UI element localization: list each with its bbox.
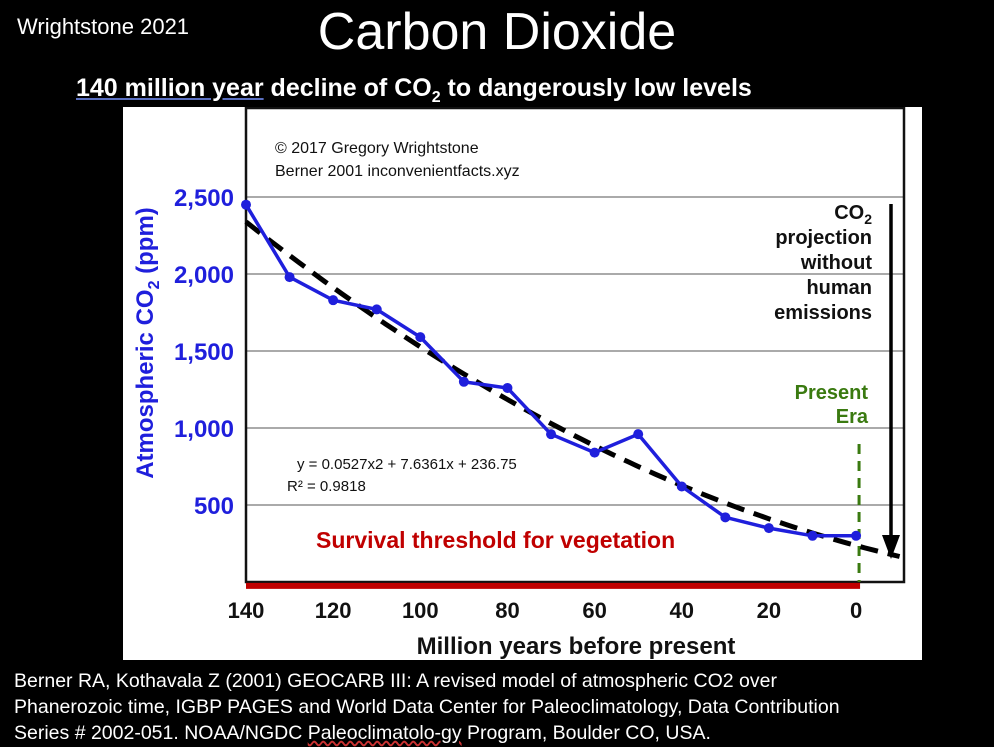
x-tick-label-100: 100 [402, 598, 439, 623]
subtitle-subscript: 2 [431, 89, 441, 106]
x-tick-label-20: 20 [757, 598, 781, 623]
trend-equation: y = 0.0527x2 + 7.6361x + 236.75 [297, 456, 517, 473]
x-tick-label-140: 140 [228, 598, 265, 623]
chart-panel: 500 1,000 1,500 2,000 2,500 140 120 100 80 60 40 2… [123, 106, 922, 660]
data-point-80ma [502, 382, 513, 393]
data-point-10ma [807, 530, 818, 541]
present-era-label-2: Era [836, 406, 869, 428]
co2-chart: 500 1,000 1,500 2,000 2,500 140 120 100 80 60 40 2… [132, 106, 906, 660]
data-point-30ma [720, 512, 731, 523]
page-title-text: Carbon Dioxide [317, 3, 677, 61]
chart-subtitle: 140 million year decline of CO2 to dange… [76, 74, 752, 107]
y-axis-label: Atmospheric CO2 (ppm) [132, 207, 163, 479]
citation-line-1: Berner RA, Kothavala Z (2001) GEOCARB II… [14, 670, 777, 692]
gridlines [246, 196, 904, 506]
threshold-label: Survival threshold for vegetation [316, 527, 675, 553]
y-tick-label-500: 500 [194, 493, 234, 520]
data-point-120ma [328, 295, 339, 306]
data-point-140ma [241, 199, 251, 210]
y-axis-label-units: (ppm) [132, 207, 159, 280]
x-tick-label-0: 0 [850, 598, 862, 623]
citation-misspelled-word: Paleoclimatolo-gy [307, 722, 462, 744]
page-title: Carbon Dioxide [0, 2, 994, 62]
x-axis-label: Million years before present [417, 633, 736, 660]
y-tick-label-2000: 2,000 [174, 262, 234, 289]
projection-arrow-head [882, 535, 900, 559]
citation-line-3-start: Series # 2002-051. NOAA/NGDC [14, 722, 308, 744]
subtitle-underlined: 140 million year [76, 74, 264, 102]
data-point-60ma [589, 447, 600, 458]
data-point-90ma [458, 376, 469, 387]
x-tick-label-40: 40 [670, 598, 694, 623]
data-point-50ma [633, 429, 644, 440]
data-point-130ma [284, 272, 295, 283]
x-tick-label-120: 120 [315, 598, 352, 623]
y-tick-label-1000: 1,000 [174, 416, 234, 443]
co2-data-points [241, 199, 862, 541]
y-tick-label-2500: 2,500 [174, 185, 234, 212]
projection-co2: CO [834, 202, 864, 224]
data-point-20ma [763, 523, 774, 534]
author-tag: Wrightstone 2021 [17, 14, 190, 39]
source-text: Berner 2001 inconvenientfacts.xyz [275, 163, 520, 180]
data-point-100ma [415, 332, 426, 343]
plot-frame [244, 106, 906, 584]
projection-label-1: projection [775, 227, 872, 249]
y-axis-label-subscript: 2 [146, 280, 163, 289]
trendline [244, 219, 901, 559]
citation-line-3-end: Program, Boulder CO, USA. [461, 722, 711, 744]
projection-label-4: emissions [774, 302, 872, 324]
citation-line-2: Phanerozoic time, IGBP PAGES and World D… [14, 696, 840, 718]
citation-line-3: Series # 2002-051. NOAA/NGDC Paleoclimat… [14, 720, 984, 746]
projection-label-3: human [806, 277, 872, 299]
x-tick-label-60: 60 [582, 598, 606, 623]
x-tick-labels: 140 120 100 80 60 40 20 0 [228, 598, 863, 623]
projection-co2-subscript: 2 [864, 211, 872, 227]
subtitle-part1: decline of CO [263, 74, 432, 102]
projection-label-title: CO2 [834, 202, 872, 227]
data-point-40ma [676, 481, 687, 492]
subtitle-part2: to dangerously low levels [440, 74, 752, 102]
y-tick-labels: 500 1,000 1,500 2,000 2,500 [174, 185, 234, 520]
x-tick-label-80: 80 [495, 598, 519, 623]
y-axis-label-main: Atmospheric CO [132, 289, 159, 478]
y-tick-label-1500: 1,500 [174, 339, 234, 366]
copyright-text: © 2017 Gregory Wrightstone [275, 140, 479, 157]
trend-r-squared: R² = 0.9818 [287, 478, 366, 495]
projection-label-2: without [800, 252, 872, 274]
data-point-70ma [546, 429, 557, 440]
data-point-0ma [851, 530, 862, 541]
data-point-110ma [371, 304, 382, 315]
citation: Berner RA, Kothavala Z (2001) GEOCARB II… [14, 668, 984, 746]
present-era-label-1: Present [795, 382, 869, 404]
